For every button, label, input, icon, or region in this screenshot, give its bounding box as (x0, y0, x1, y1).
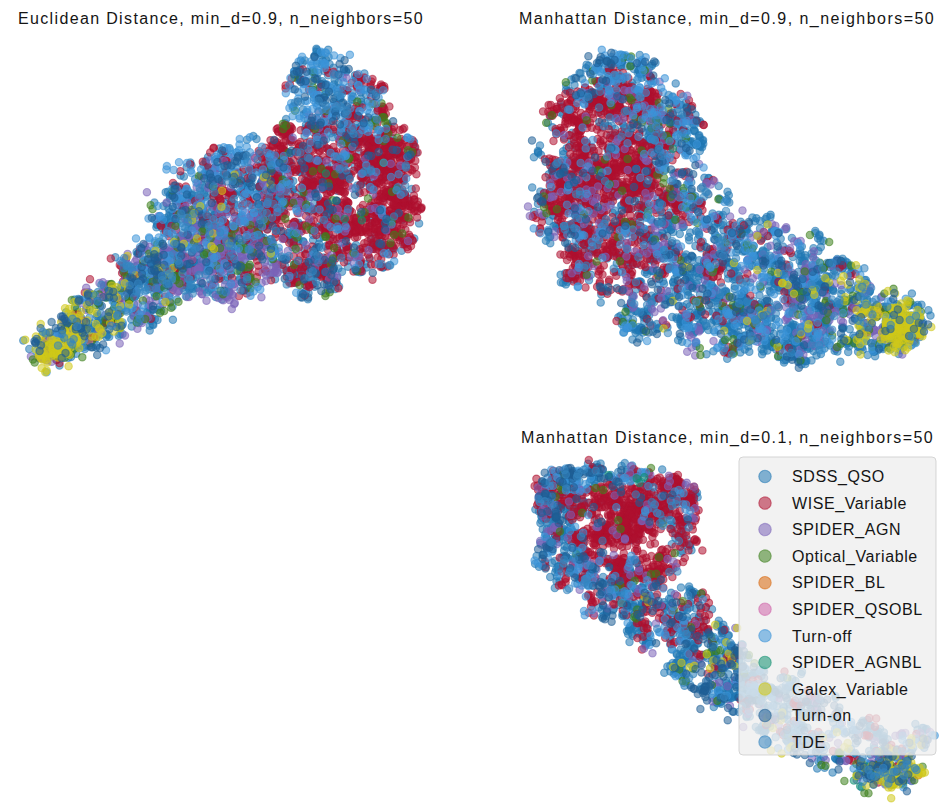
svg-text:SPIDER_AGN: SPIDER_AGN (792, 521, 901, 539)
svg-text:SDSS_QSO: SDSS_QSO (792, 468, 885, 486)
svg-text:WISE_Variable: WISE_Variable (792, 495, 907, 513)
svg-text:TDE: TDE (792, 734, 826, 751)
svg-text:Manhattan Distance, min_d=0.9,: Manhattan Distance, min_d=0.9, n_neighbo… (519, 10, 935, 28)
svg-text:Manhattan Distance, min_d=0.1,: Manhattan Distance, min_d=0.1, n_neighbo… (521, 429, 934, 447)
svg-text:Euclidean Distance, min_d=0.9,: Euclidean Distance, min_d=0.9, n_neighbo… (18, 10, 424, 28)
svg-text:Turn-off: Turn-off (792, 628, 852, 645)
svg-text:SPIDER_BL: SPIDER_BL (792, 574, 885, 592)
svg-text:Optical_Variable: Optical_Variable (792, 548, 918, 566)
svg-text:SPIDER_QSOBL: SPIDER_QSOBL (792, 601, 923, 619)
svg-text:SPIDER_AGNBL: SPIDER_AGNBL (792, 654, 922, 672)
svg-text:Turn-on: Turn-on (792, 707, 852, 724)
svg-text:Galex_Variable: Galex_Variable (792, 681, 909, 699)
